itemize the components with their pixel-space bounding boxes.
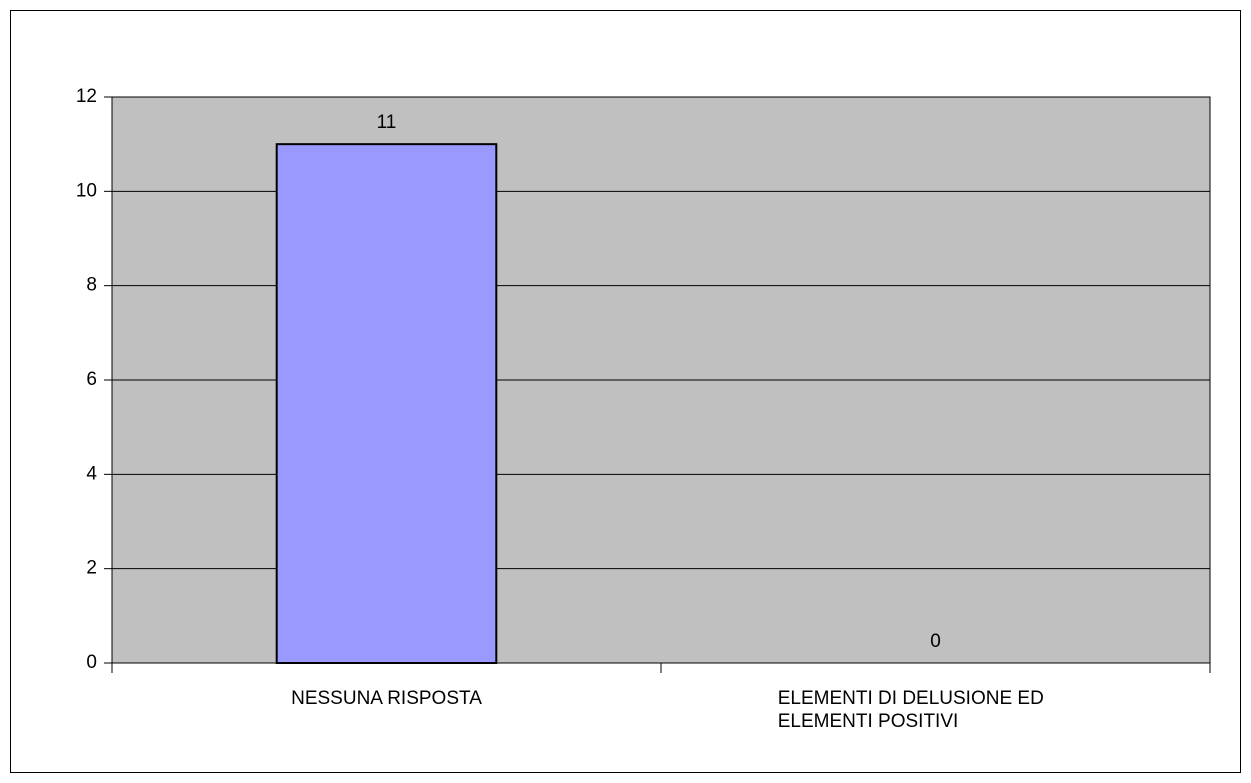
y-tick-label: 4 <box>86 463 97 484</box>
y-tick-label: 6 <box>86 369 97 390</box>
x-tick-label: ELEMENTI DI DELUSIONE ED ELEMENTI POSITI… <box>777 688 1044 732</box>
bar <box>275 143 498 664</box>
data-label: 11 <box>377 112 397 133</box>
y-tick-label: 12 <box>76 86 97 107</box>
data-label: 0 <box>930 631 941 652</box>
y-tick-label: 8 <box>86 275 97 296</box>
y-tick-label: 0 <box>86 652 97 673</box>
y-tick-label: 2 <box>86 558 97 579</box>
x-tick-label: NESSUNA RISPOSTA <box>291 688 482 709</box>
y-tick-label: 10 <box>76 180 97 201</box>
